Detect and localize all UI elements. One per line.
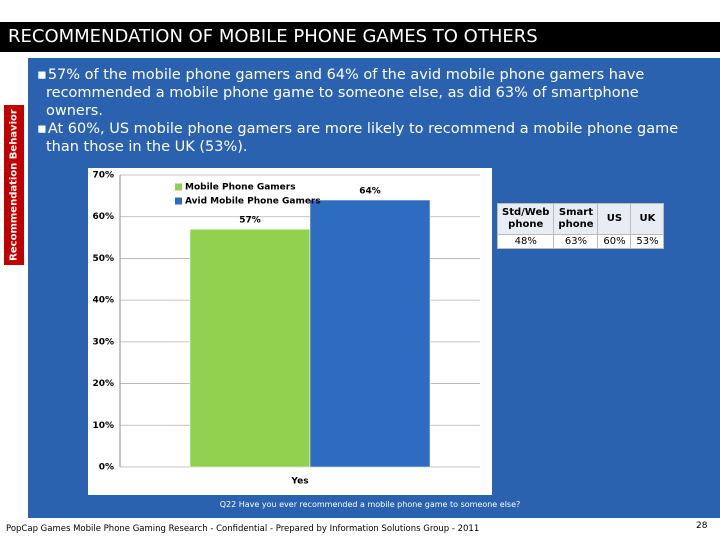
header-cell: Smart phone bbox=[553, 203, 599, 235]
y-tick-label: 10% bbox=[92, 421, 114, 431]
value-label: 57% bbox=[239, 216, 261, 226]
header-cell: UK bbox=[630, 203, 665, 235]
y-tick-label: 40% bbox=[92, 296, 114, 306]
footer: PopCap Games Mobile Phone Gaming Researc… bbox=[6, 524, 480, 534]
chart-box: 0% 10% 20% 30% 40% 50% 60% 70% Yes 57% 64% Mobile P… bbox=[88, 168, 492, 495]
value-label: 64% bbox=[359, 187, 381, 197]
bar bbox=[189, 228, 311, 468]
y-tick-label: 50% bbox=[92, 254, 114, 264]
header-cell: Std/Web phone bbox=[496, 203, 555, 235]
table-header: Std/Web phone Smart phone US UK bbox=[496, 203, 665, 235]
x-tick-label: Yes bbox=[290, 477, 308, 487]
legend-label: Avid Mobile Phone Gamers bbox=[185, 197, 321, 207]
cell: 63% bbox=[553, 234, 599, 249]
y-tick-label: 70% bbox=[92, 171, 114, 181]
bullet: At 60%, US mobile phone gamers are more … bbox=[36, 120, 696, 156]
legend-swatch bbox=[175, 183, 182, 191]
chart: 0% 10% 20% 30% 40% 50% 60% 70% Yes 57% 64% Mobile P… bbox=[92, 171, 480, 487]
cell: 60% bbox=[597, 234, 632, 249]
slide-title: RECOMMENDATION OF MOBILE PHONE GAMES TO … bbox=[0, 22, 720, 52]
header-cell: US bbox=[597, 203, 632, 235]
bullet-list: 57% of the mobile phone gamers and 64% o… bbox=[36, 66, 696, 156]
y-tick-label: 0% bbox=[99, 463, 114, 473]
side-label: Recommendation Behavior bbox=[8, 109, 20, 261]
y-tick-label: 20% bbox=[92, 379, 114, 389]
data-table: Std/Web phone Smart phone US UK 48% 63% … bbox=[496, 203, 665, 249]
bullet: 57% of the mobile phone gamers and 64% o… bbox=[36, 66, 696, 120]
cell: 53% bbox=[630, 234, 665, 249]
cell: 48% bbox=[496, 234, 555, 249]
y-tick-label: 30% bbox=[92, 337, 114, 347]
side-tab: Recommendation Behavior bbox=[4, 105, 24, 265]
bar bbox=[309, 199, 431, 468]
legend-label: Mobile Phone Gamers bbox=[185, 183, 296, 193]
y-tick-label: 60% bbox=[92, 212, 114, 222]
legend-swatch bbox=[175, 197, 182, 205]
question-note: Q22 Have you ever recommended a mobile p… bbox=[219, 500, 521, 509]
page-number: 28 bbox=[696, 521, 708, 531]
table-row: 48% 63% 60% 53% bbox=[496, 234, 665, 249]
